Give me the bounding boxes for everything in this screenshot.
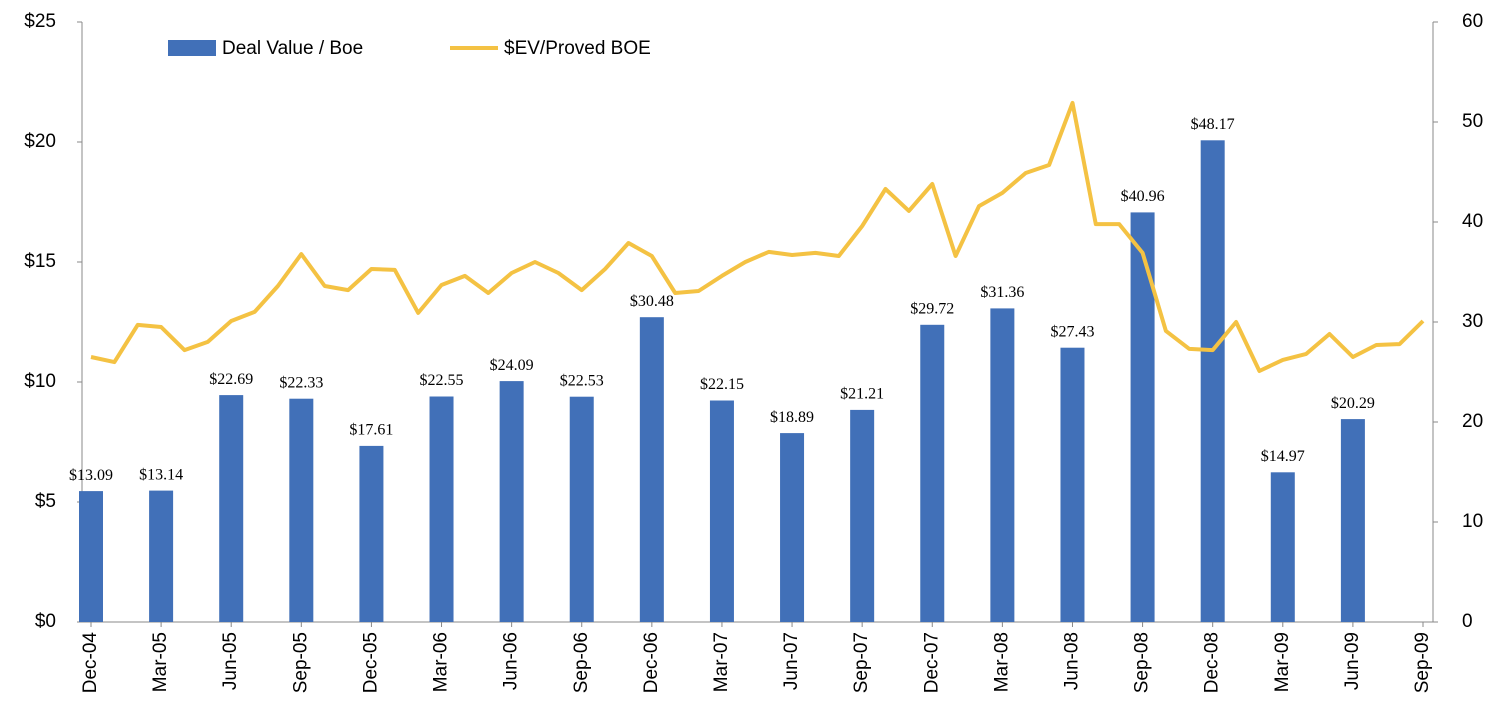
x-tick-label: Sep-06 [571,632,592,693]
data-label: $14.97 [1261,448,1305,465]
data-label: $31.36 [980,284,1024,301]
data-label: $20.29 [1331,395,1375,412]
y2-tick-label: 20 [1462,411,1483,432]
y-tick-label: $15 [24,251,56,272]
data-label: $17.61 [349,422,393,439]
y2-tick-label: 0 [1462,611,1473,632]
data-label: $21.21 [840,386,884,403]
bar [79,491,103,622]
x-tick-label: Jun-07 [781,632,802,690]
data-label: $40.96 [1121,188,1165,205]
data-label: $24.09 [490,357,534,374]
bar [780,433,805,622]
bar [850,409,875,622]
x-tick-label: Mar-05 [150,632,171,692]
bar [1340,419,1365,622]
x-tick-label: Mar-06 [431,632,452,692]
legend-swatch [168,40,216,56]
bar [1060,347,1085,622]
y2-tick-label: 30 [1462,311,1483,332]
x-tick-label: Sep-05 [290,632,311,693]
legend-label: $EV/Proved BOE [504,38,651,59]
x-tick-label: Mar-07 [711,632,732,692]
y-tick-label: $5 [35,491,56,512]
x-tick-label: Dec-06 [641,632,662,693]
bar [359,445,384,622]
data-label: $29.72 [910,300,954,317]
y2-tick-label: 40 [1462,211,1483,232]
x-tick-label: Sep-08 [1132,632,1153,693]
x-tick-label: Mar-08 [991,632,1012,692]
x-tick-label: Dec-04 [80,632,101,694]
x-tick-label: Jun-08 [1061,632,1082,690]
x-tick-label: Dec-08 [1202,632,1223,693]
data-label: $27.43 [1050,323,1094,340]
bar [289,398,314,622]
y-tick-label: $0 [35,611,56,632]
x-tick-label: Sep-09 [1412,632,1433,693]
data-label: $22.15 [700,376,744,393]
bar [709,400,734,622]
data-label: $22.33 [279,374,323,391]
x-tick-label: Jun-09 [1342,632,1363,690]
bar [639,317,664,622]
bar [499,381,524,622]
bar [1200,140,1225,623]
y2-tick-label: 10 [1462,511,1483,532]
bar [1130,212,1155,622]
x-tick-label: Jun-05 [220,632,241,690]
bar [569,396,594,622]
y-tick-label: $10 [24,371,56,392]
bar [990,308,1015,622]
x-tick-label: Dec-05 [360,632,381,693]
x-tick-label: Jun-06 [501,632,522,690]
y-tick-label: $20 [24,131,56,152]
y2-tick-label: 50 [1462,111,1483,132]
bar [920,324,945,622]
data-label: $30.48 [630,293,674,310]
data-label: $22.69 [209,371,253,388]
bar [429,396,454,622]
data-label: $48.17 [1191,116,1235,133]
x-tick-label: Dec-07 [921,632,942,693]
y-tick-label: $25 [24,11,56,32]
data-label: $18.89 [770,409,814,426]
data-label: $13.14 [139,466,183,483]
bar [1270,472,1295,622]
bar [219,395,244,622]
legend-label: Deal Value / Boe [222,38,363,59]
bar [149,490,174,622]
data-label: $22.55 [420,372,464,389]
data-label: $13.09 [69,467,113,484]
line [90,100,1425,373]
data-label: $22.53 [560,372,604,389]
x-tick-label: Mar-09 [1272,632,1293,692]
x-tick-label: Sep-07 [851,632,872,693]
y2-tick-label: 60 [1462,11,1483,32]
